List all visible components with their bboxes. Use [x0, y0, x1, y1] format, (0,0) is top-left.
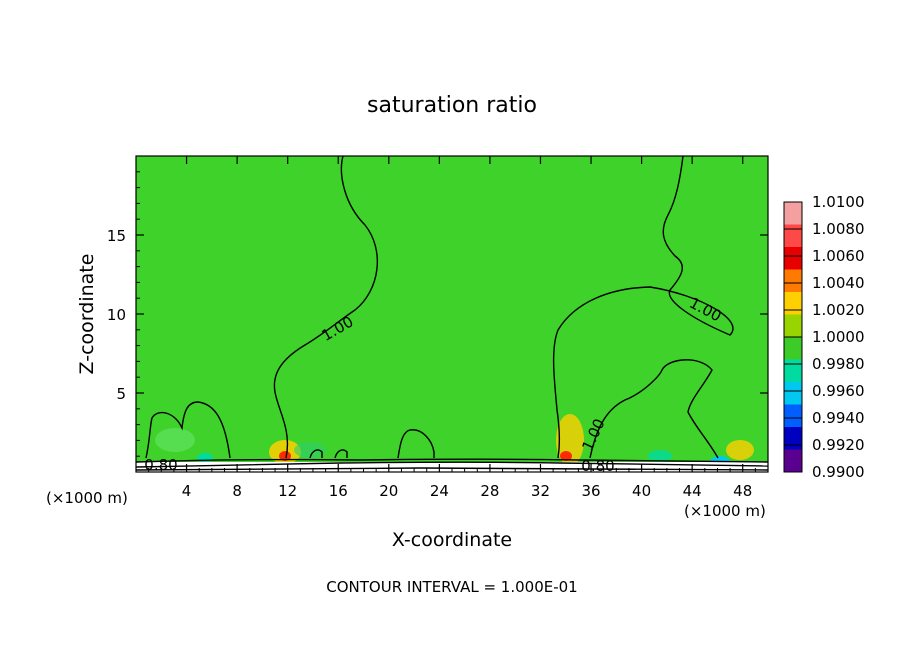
colorbar-swatch	[784, 404, 802, 428]
x-tick-label: 32	[531, 482, 550, 500]
colorbar-level-label: 0.9980	[812, 355, 865, 373]
contour-1.00-bump-mid	[397, 429, 435, 459]
x-tick-label: 28	[480, 482, 499, 500]
x-unit-right: (×1000 m)	[684, 502, 766, 520]
contour-1.00-east	[552, 155, 734, 459]
colorbar-level-label: 1.0060	[812, 247, 865, 265]
colorbar-swatch	[784, 314, 802, 338]
contour-1.00-bump-west	[145, 401, 231, 459]
contour-0.80-east	[559, 462, 769, 467]
y-axis: 5 10 15	[107, 171, 768, 457]
colorbar-level-label: 1.0100	[812, 193, 865, 211]
x-tick-label: 4	[182, 482, 192, 500]
y-tick-label: 5	[116, 385, 126, 403]
colorbar: 1.0100 1.0080 1.0060 1.0040 1.0020 1.0000 0.99…	[783, 193, 865, 481]
x-tick-label: 8	[232, 482, 242, 500]
colorbar-swatch	[784, 449, 802, 473]
colorbar-level-label: 0.9920	[812, 436, 865, 454]
colorbar-swatch	[784, 359, 802, 383]
colorbar-swatch	[784, 202, 802, 225]
contour-0.80-b	[135, 458, 769, 463]
y-tick-label: 10	[107, 306, 126, 324]
contour-interval-note: CONTOUR INTERVAL = 1.000E-01	[326, 578, 577, 596]
x-tick-label: 48	[733, 482, 752, 500]
colorbar-swatch	[784, 292, 802, 315]
x-tick-label: 12	[278, 482, 297, 500]
x-tick-label: 24	[430, 482, 449, 500]
field-anomalies	[136, 414, 768, 472]
contour-1.00-bump-east	[589, 359, 719, 459]
x-tick-label: 44	[683, 482, 702, 500]
contour-labels: 1.00 1.00 1.00 0.80 0.80	[144, 294, 724, 475]
chart-title: saturation ratio	[367, 93, 537, 118]
colorbar-level-label: 0.9940	[812, 409, 865, 427]
colorbar-level-label: 1.0080	[812, 220, 865, 238]
x-tick-label: 40	[632, 482, 651, 500]
contour-1.00-dot-a	[309, 449, 323, 459]
colorbar-swatch	[784, 427, 802, 450]
colorbar-swatch	[784, 337, 802, 360]
contour-0.80-west	[135, 461, 561, 468]
colorbar-swatch	[784, 269, 802, 293]
x-unit-left: (×1000 m)	[46, 489, 128, 507]
field-background	[136, 156, 768, 472]
contour-label: 0.80	[581, 457, 614, 475]
plot-area: 1.00 1.00 1.00 0.80 0.80	[135, 155, 769, 475]
x-tick-label: 36	[581, 482, 600, 500]
colorbar-swatch	[784, 224, 802, 248]
contour-label: 0.80	[144, 456, 177, 474]
colorbar-level-label: 0.9960	[812, 382, 865, 400]
contour-1.00-west	[273, 155, 378, 459]
y-tick-label: 15	[107, 227, 126, 245]
contour-1.00-dot-b	[334, 449, 348, 459]
colorbar-level-label: 0.9900	[812, 463, 865, 481]
x-axis-label: X-coordinate	[392, 529, 512, 551]
colorbar-level-label: 1.0000	[812, 328, 865, 346]
x-tick-label: 16	[329, 482, 348, 500]
colorbar-swatch	[784, 247, 802, 270]
colorbar-level-label: 1.0020	[812, 301, 865, 319]
y-axis-label: Z-coordinate	[76, 254, 98, 375]
colorbar-level-label: 1.0040	[812, 274, 865, 292]
x-axis: 4 8 12 16 20 24 28 32 36 40 44 48	[148, 156, 756, 500]
colorbar-swatch	[784, 382, 802, 405]
x-tick-label: 20	[379, 482, 398, 500]
